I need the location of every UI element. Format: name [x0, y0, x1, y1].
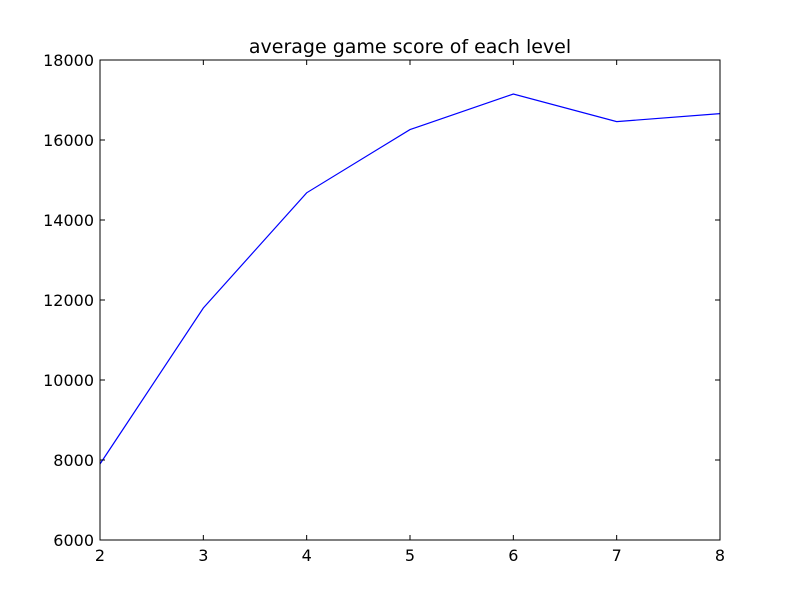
y-tick-label: 10000	[43, 371, 94, 390]
y-tick-label: 18000	[43, 51, 94, 70]
y-tick-label: 8000	[53, 451, 94, 470]
x-tick-label: 7	[612, 546, 622, 565]
plot-area: 2 3 4 5 6 7 8 6000 8000 10000 12000 14000 16000 18000	[43, 51, 725, 565]
series-line-0	[99, 93, 721, 465]
y-tick-label: 16000	[43, 131, 94, 150]
x-tick-label: 2	[95, 546, 105, 565]
x-tick-label: 6	[508, 546, 518, 565]
y-tick-label: 6000	[53, 531, 94, 550]
y-tick-label: 12000	[43, 291, 94, 310]
x-tick-label: 4	[302, 546, 312, 565]
x-tick-label: 8	[715, 546, 725, 565]
x-tick-label: 5	[405, 546, 415, 565]
chart-title: average game score of each level	[249, 36, 571, 58]
y-tick-label: 14000	[43, 211, 94, 230]
x-tick-label: 3	[198, 546, 208, 565]
